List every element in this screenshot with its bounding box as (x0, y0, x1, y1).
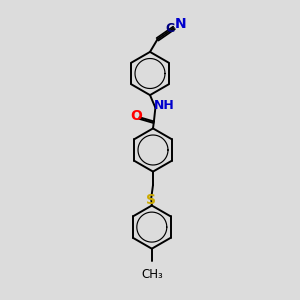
Text: NH: NH (153, 99, 174, 112)
Text: N: N (175, 17, 186, 31)
Text: C: C (166, 22, 175, 35)
Text: O: O (130, 109, 142, 122)
Text: CH₃: CH₃ (141, 268, 163, 281)
Text: S: S (146, 193, 156, 206)
